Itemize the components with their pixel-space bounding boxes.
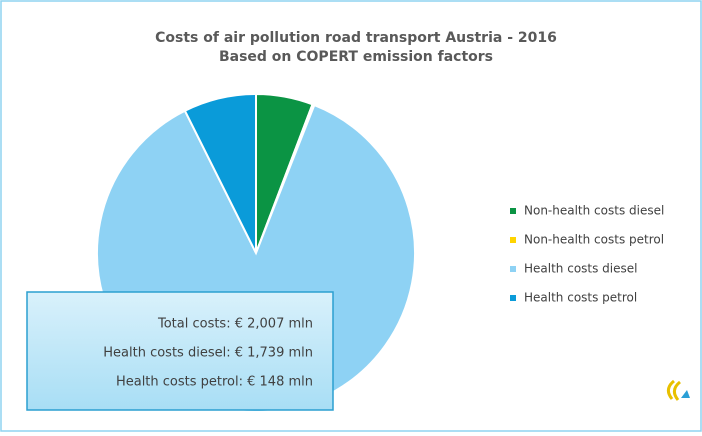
legend-swatch — [510, 295, 516, 301]
pie-slice — [183, 92, 257, 254]
annotation: Health costs petrol: € 148 mln — [116, 375, 313, 390]
annotation: Health costs diesel: € 1,739 mln — [103, 346, 313, 361]
legend-label: Non-health costs petrol — [524, 233, 664, 247]
legend: Non-health costs diesel Non-health costs … — [510, 204, 664, 305]
legend-label: Health costs petrol — [524, 291, 637, 305]
legend-swatch — [510, 266, 516, 272]
legend-swatch — [510, 208, 516, 214]
annotations: Total costs: € 2,007 mln Health costs die… — [103, 317, 313, 390]
logo — [667, 379, 690, 401]
legend-label: Health costs diesel — [524, 262, 637, 276]
legend-label: Non-health costs diesel — [524, 204, 664, 218]
annotation-box — [26, 291, 334, 411]
legend-swatch — [510, 237, 516, 243]
chart-title: Costs of air pollution road transport Au… — [155, 30, 557, 46]
annotation: Total costs: € 2,007 mln — [157, 317, 313, 332]
chart-subtitle: Based on COPERT emission factors — [219, 49, 493, 65]
